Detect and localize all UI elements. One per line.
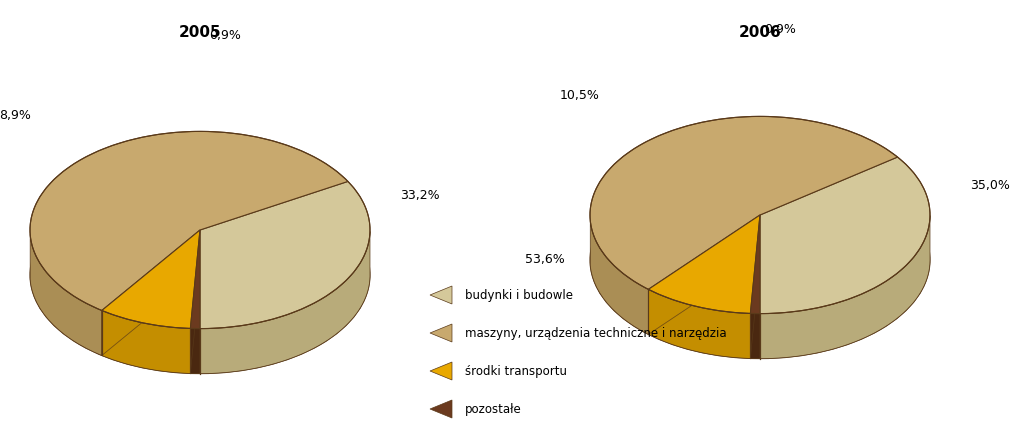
Polygon shape	[430, 362, 452, 380]
Polygon shape	[430, 286, 452, 304]
Polygon shape	[648, 215, 760, 314]
Ellipse shape	[590, 161, 930, 359]
Text: 35,0%: 35,0%	[970, 179, 1010, 191]
Polygon shape	[430, 400, 452, 418]
Text: pozostałe: pozostałe	[465, 403, 522, 415]
Text: 0,9%: 0,9%	[764, 23, 796, 37]
Text: 2006: 2006	[738, 25, 781, 40]
Polygon shape	[590, 220, 648, 334]
Polygon shape	[30, 131, 348, 310]
Polygon shape	[101, 230, 200, 329]
Text: 8,9%: 8,9%	[0, 108, 31, 122]
Text: 2005: 2005	[178, 25, 221, 40]
Text: 0,9%: 0,9%	[209, 29, 241, 41]
Text: 10,5%: 10,5%	[560, 89, 600, 101]
Text: 33,2%: 33,2%	[400, 188, 440, 202]
Polygon shape	[200, 232, 370, 374]
Polygon shape	[648, 289, 751, 359]
Polygon shape	[430, 324, 452, 342]
Polygon shape	[101, 310, 190, 374]
Text: maszyny, urządzenia techniczne i narzędzia: maszyny, urządzenia techniczne i narzędz…	[465, 326, 727, 340]
Polygon shape	[760, 216, 930, 359]
Polygon shape	[590, 116, 897, 289]
Polygon shape	[200, 181, 370, 329]
Text: środki transportu: środki transportu	[465, 365, 567, 377]
Polygon shape	[30, 234, 101, 355]
Polygon shape	[751, 314, 760, 359]
Text: 53,6%: 53,6%	[525, 254, 565, 266]
Polygon shape	[751, 215, 760, 314]
Polygon shape	[760, 157, 930, 314]
Polygon shape	[190, 230, 200, 329]
Text: budynki i budowle: budynki i budowle	[465, 288, 573, 302]
Polygon shape	[190, 329, 200, 374]
Ellipse shape	[30, 176, 370, 374]
